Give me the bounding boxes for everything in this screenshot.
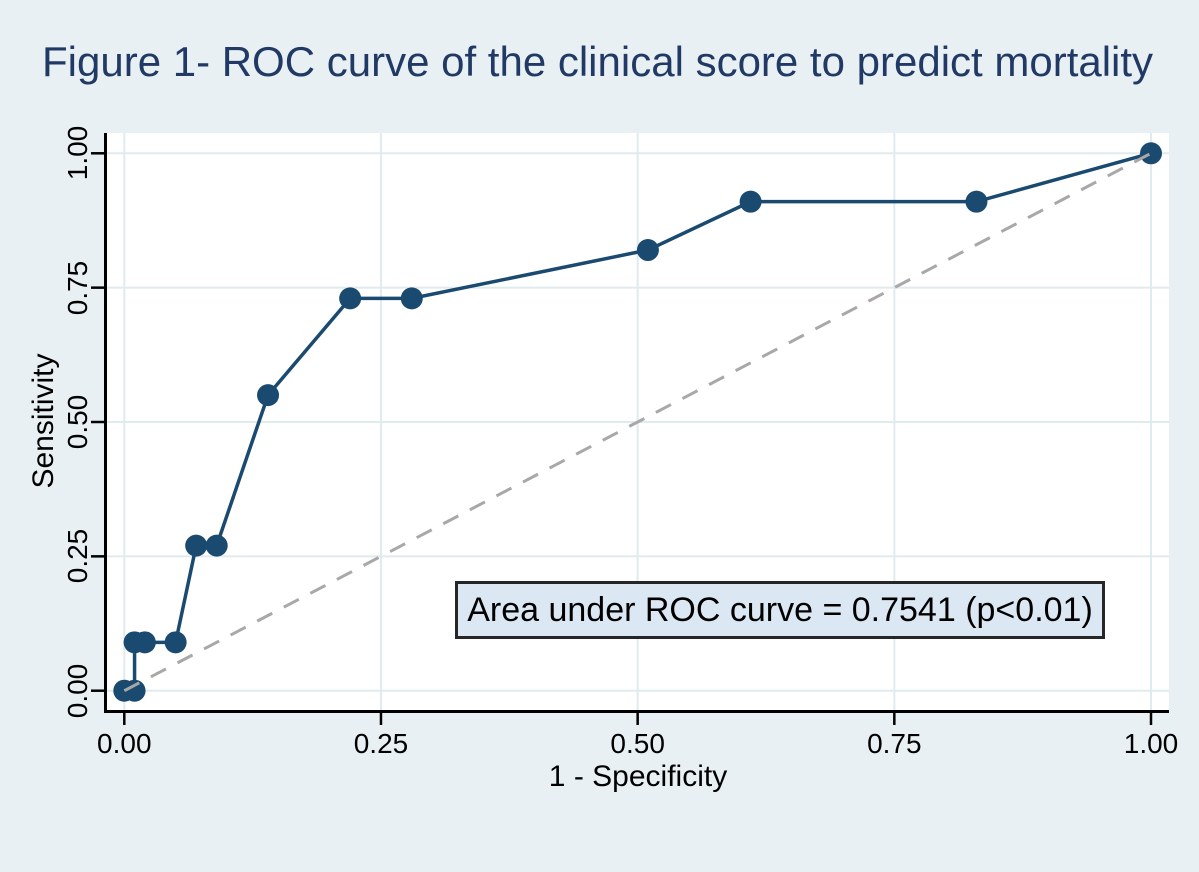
auc-annotation-box: Area under ROC curve = 0.7541 (p<0.01) [455,581,1105,639]
roc-data-point [965,190,988,213]
auc-annotation-text: Area under ROC curve = 0.7541 (p<0.01) [467,590,1093,629]
reference-line [123,151,1152,693]
x-tick-label: 1.00 [1123,728,1179,759]
roc-data-point [400,287,423,310]
figure-title: Figure 1- ROC curve of the clinical scor… [42,38,1154,85]
roc-data-point [636,239,659,262]
roc-data-point [123,679,146,702]
roc-data-point [164,631,187,654]
y-tick-label: 0.75 [62,260,93,315]
y-tick-label: 0.00 [62,663,93,718]
roc-data-point [205,534,228,557]
roc-chart-svg [91,133,1169,725]
y-tick-label: 1.00 [62,126,93,181]
roc-data-point [257,384,280,407]
roc-data-point [739,190,762,213]
y-tick-label: 0.50 [62,394,93,450]
roc-data-point [1140,142,1162,165]
roc-data-point [133,631,156,654]
y-axis-label: Sensitivity [27,353,60,489]
x-axis-label: 1 - Specificity [548,760,728,793]
y-tick-label: 0.25 [62,529,93,584]
x-tick-label: 0.00 [97,728,152,759]
roc-data-point [185,534,208,557]
x-tick-label: 0.50 [610,728,665,759]
x-tick-label: 0.75 [867,728,922,759]
x-tick-label: 0.25 [353,728,409,759]
roc-data-point [339,287,362,310]
